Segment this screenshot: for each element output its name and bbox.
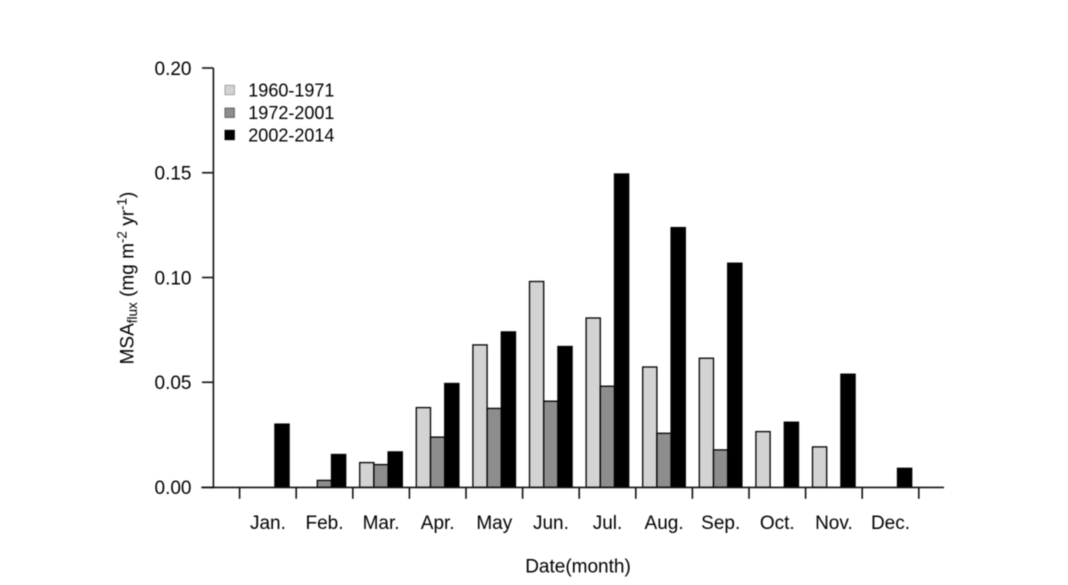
svg-text:Jan.: Jan. [250, 513, 286, 534]
svg-text:Jun.: Jun. [533, 513, 569, 534]
svg-text:2002-2014: 2002-2014 [248, 125, 334, 145]
svg-text:0.00: 0.00 [155, 478, 192, 499]
svg-text:Apr.: Apr. [421, 513, 455, 534]
svg-text:0.05: 0.05 [155, 373, 192, 394]
svg-text:Nov.: Nov. [815, 513, 853, 534]
svg-text:0.20: 0.20 [155, 59, 192, 80]
svg-text:1972-2001: 1972-2001 [248, 103, 334, 123]
svg-text:1960-1971: 1960-1971 [248, 80, 334, 100]
svg-text:MSAflux (mg m-2 yr-1): MSAflux (mg m-2 yr-1) [115, 192, 141, 365]
svg-text:Sep.: Sep. [701, 513, 740, 534]
svg-text:Jul.: Jul. [593, 513, 623, 534]
svg-text:0.15: 0.15 [155, 164, 192, 185]
svg-text:Mar.: Mar. [363, 513, 400, 534]
svg-text:0.10: 0.10 [155, 268, 192, 289]
svg-text:Feb.: Feb. [305, 513, 343, 534]
svg-text:Oct.: Oct. [760, 513, 795, 534]
svg-text:Dec.: Dec. [871, 513, 910, 534]
svg-text:Date(month): Date(month) [525, 556, 631, 577]
svg-text:May: May [476, 513, 512, 534]
svg-text:Aug.: Aug. [645, 513, 684, 534]
